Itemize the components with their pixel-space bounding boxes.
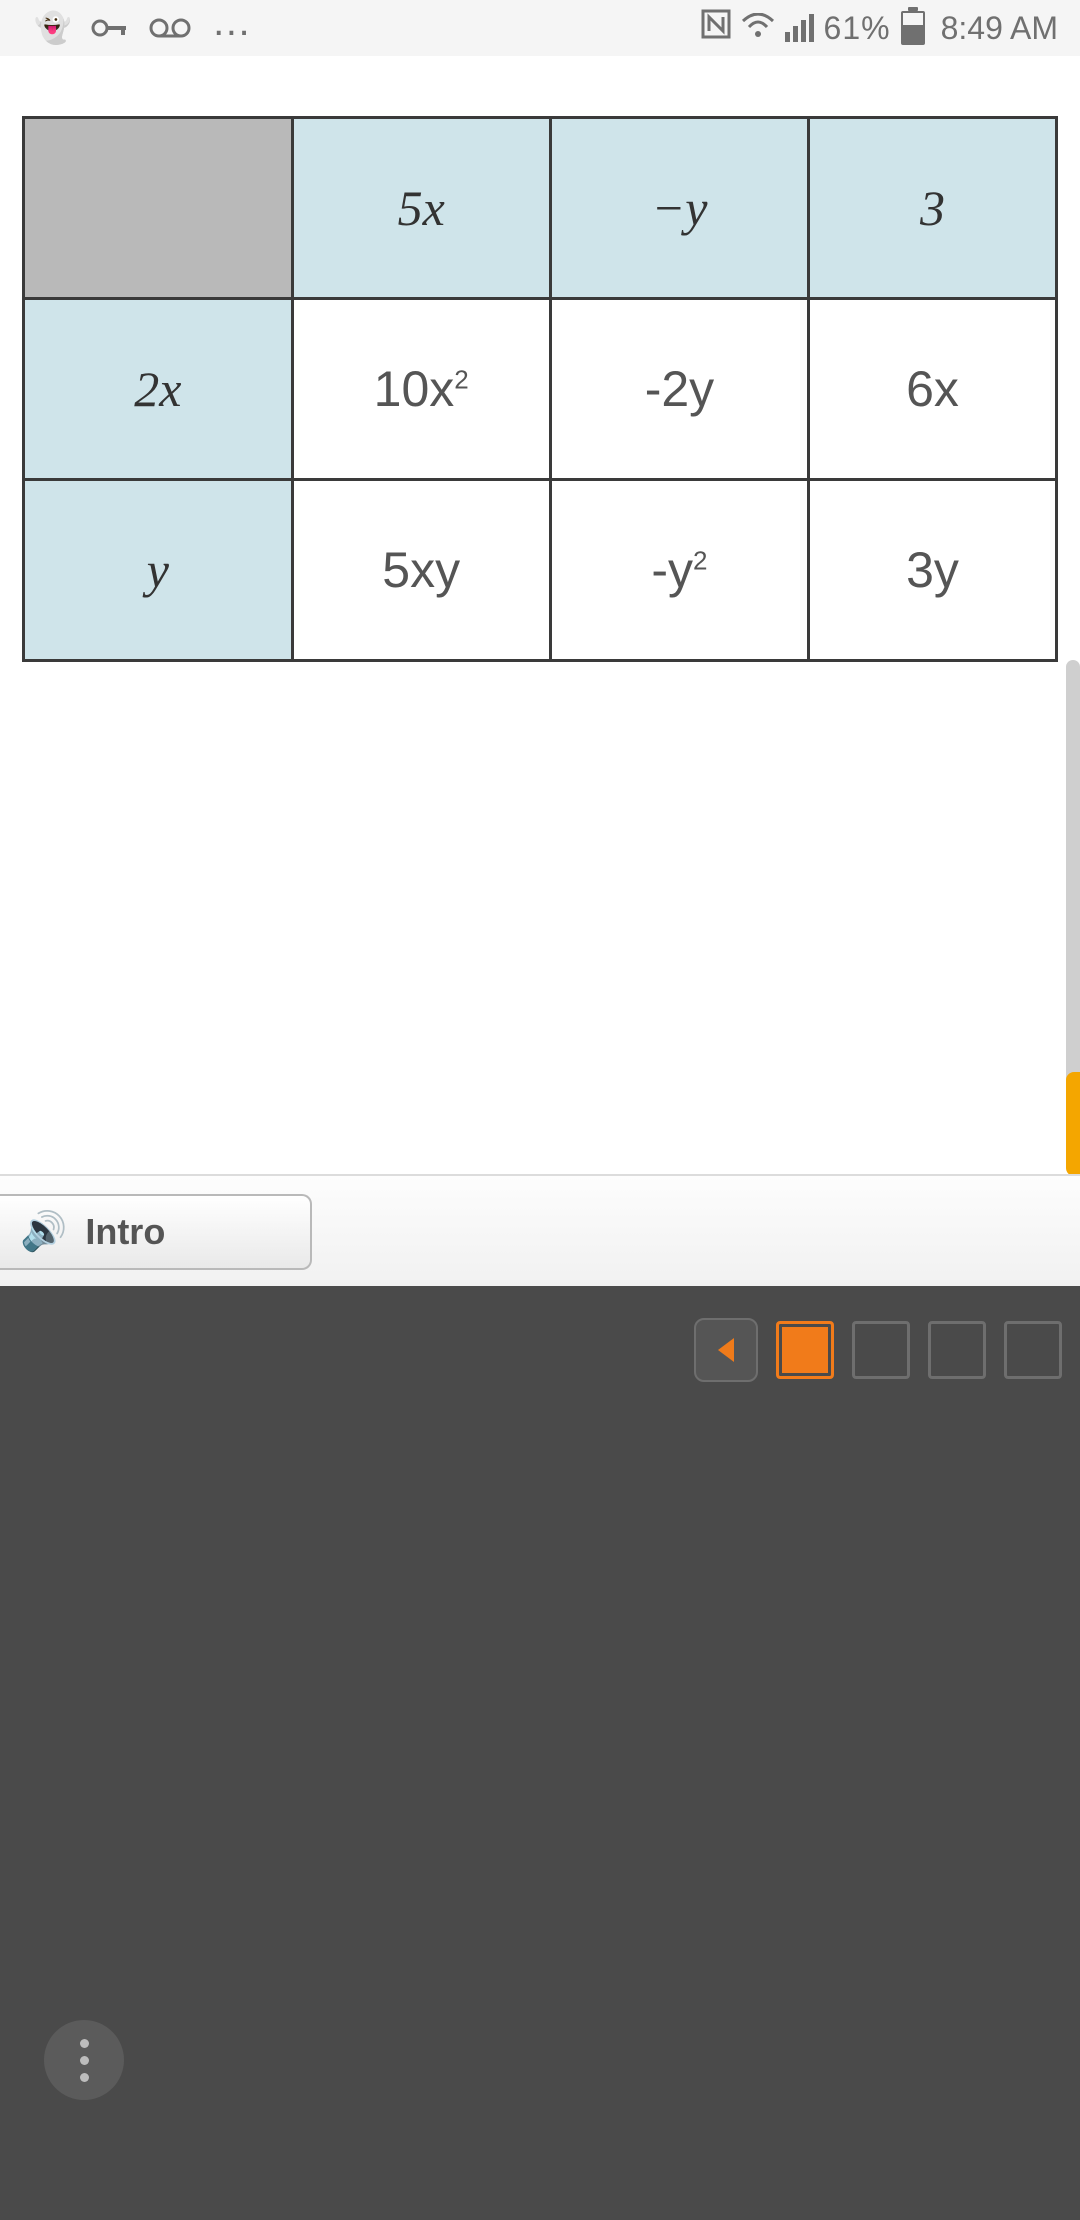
pager-square[interactable] — [852, 1321, 910, 1379]
clock: 8:49 AM — [941, 10, 1058, 47]
table-cell: 10x2 — [292, 299, 550, 480]
table-cell: 3y — [809, 480, 1057, 661]
wifi-icon — [741, 10, 775, 47]
table-row: y 5xy -y2 3y — [24, 480, 1057, 661]
battery-icon — [901, 11, 925, 45]
more-options-button[interactable] — [44, 2020, 124, 2100]
table-row: 5x −y 3 — [24, 118, 1057, 299]
status-bar: 👻 … 61% 8:49 AM — [0, 0, 1080, 56]
col-header-label: −y — [651, 180, 707, 236]
intro-button[interactable]: 🔊 Intro — [0, 1194, 312, 1270]
status-bar-left: 👻 … — [34, 10, 255, 47]
math-table-container: 5x −y 3 2x 10x2 -2y 6x y 5xy -y2 3y — [0, 56, 1080, 662]
table-corner-cell — [24, 118, 293, 299]
chevron-left-icon — [718, 1338, 734, 1362]
lesson-control-bar: 🔊 Intro — [0, 1174, 1080, 1288]
intro-button-label: Intro — [85, 1211, 165, 1253]
table-row: 2x 10x2 -2y 6x — [24, 299, 1057, 480]
nfc-icon — [701, 9, 731, 47]
cell-value: 6x — [906, 361, 959, 417]
dot-icon — [80, 2056, 89, 2065]
pager-square[interactable] — [776, 1321, 834, 1379]
col-header-label: 5x — [398, 180, 445, 236]
cell-value: 10x2 — [374, 361, 469, 417]
cell-value: -2y — [645, 361, 714, 417]
row-header: 2x — [24, 299, 293, 480]
dot-icon — [80, 2073, 89, 2082]
row-header-label: 2x — [134, 361, 181, 417]
col-header: −y — [550, 118, 808, 299]
more-icon: … — [211, 17, 255, 27]
signal-icon — [785, 14, 814, 42]
pager-square[interactable] — [1004, 1321, 1062, 1379]
col-header: 5x — [292, 118, 550, 299]
cell-value: -y2 — [651, 542, 707, 598]
dot-icon — [80, 2039, 89, 2048]
pager-square[interactable] — [928, 1321, 986, 1379]
cell-value: 3y — [906, 542, 959, 598]
key-icon — [91, 18, 129, 38]
prev-slide-button[interactable] — [694, 1318, 758, 1382]
side-handle[interactable] — [1066, 1072, 1080, 1176]
status-bar-right: 61% 8:49 AM — [701, 9, 1058, 47]
table-cell: 5xy — [292, 480, 550, 661]
col-header: 3 — [809, 118, 1057, 299]
video-panel — [0, 1286, 1080, 2220]
row-header: y — [24, 480, 293, 661]
table-cell: -2y — [550, 299, 808, 480]
speaker-icon: 🔊 — [20, 1210, 67, 1254]
row-header-label: y — [147, 542, 169, 598]
multiplication-table: 5x −y 3 2x 10x2 -2y 6x y 5xy -y2 3y — [22, 116, 1058, 662]
battery-percent: 61% — [824, 10, 891, 47]
table-cell: -y2 — [550, 480, 808, 661]
slide-pager — [694, 1318, 1062, 1382]
col-header-label: 3 — [920, 180, 945, 236]
snapchat-icon: 👻 — [34, 11, 71, 46]
voicemail-icon — [149, 10, 191, 47]
table-cell: 6x — [809, 299, 1057, 480]
cell-value: 5xy — [382, 542, 460, 598]
